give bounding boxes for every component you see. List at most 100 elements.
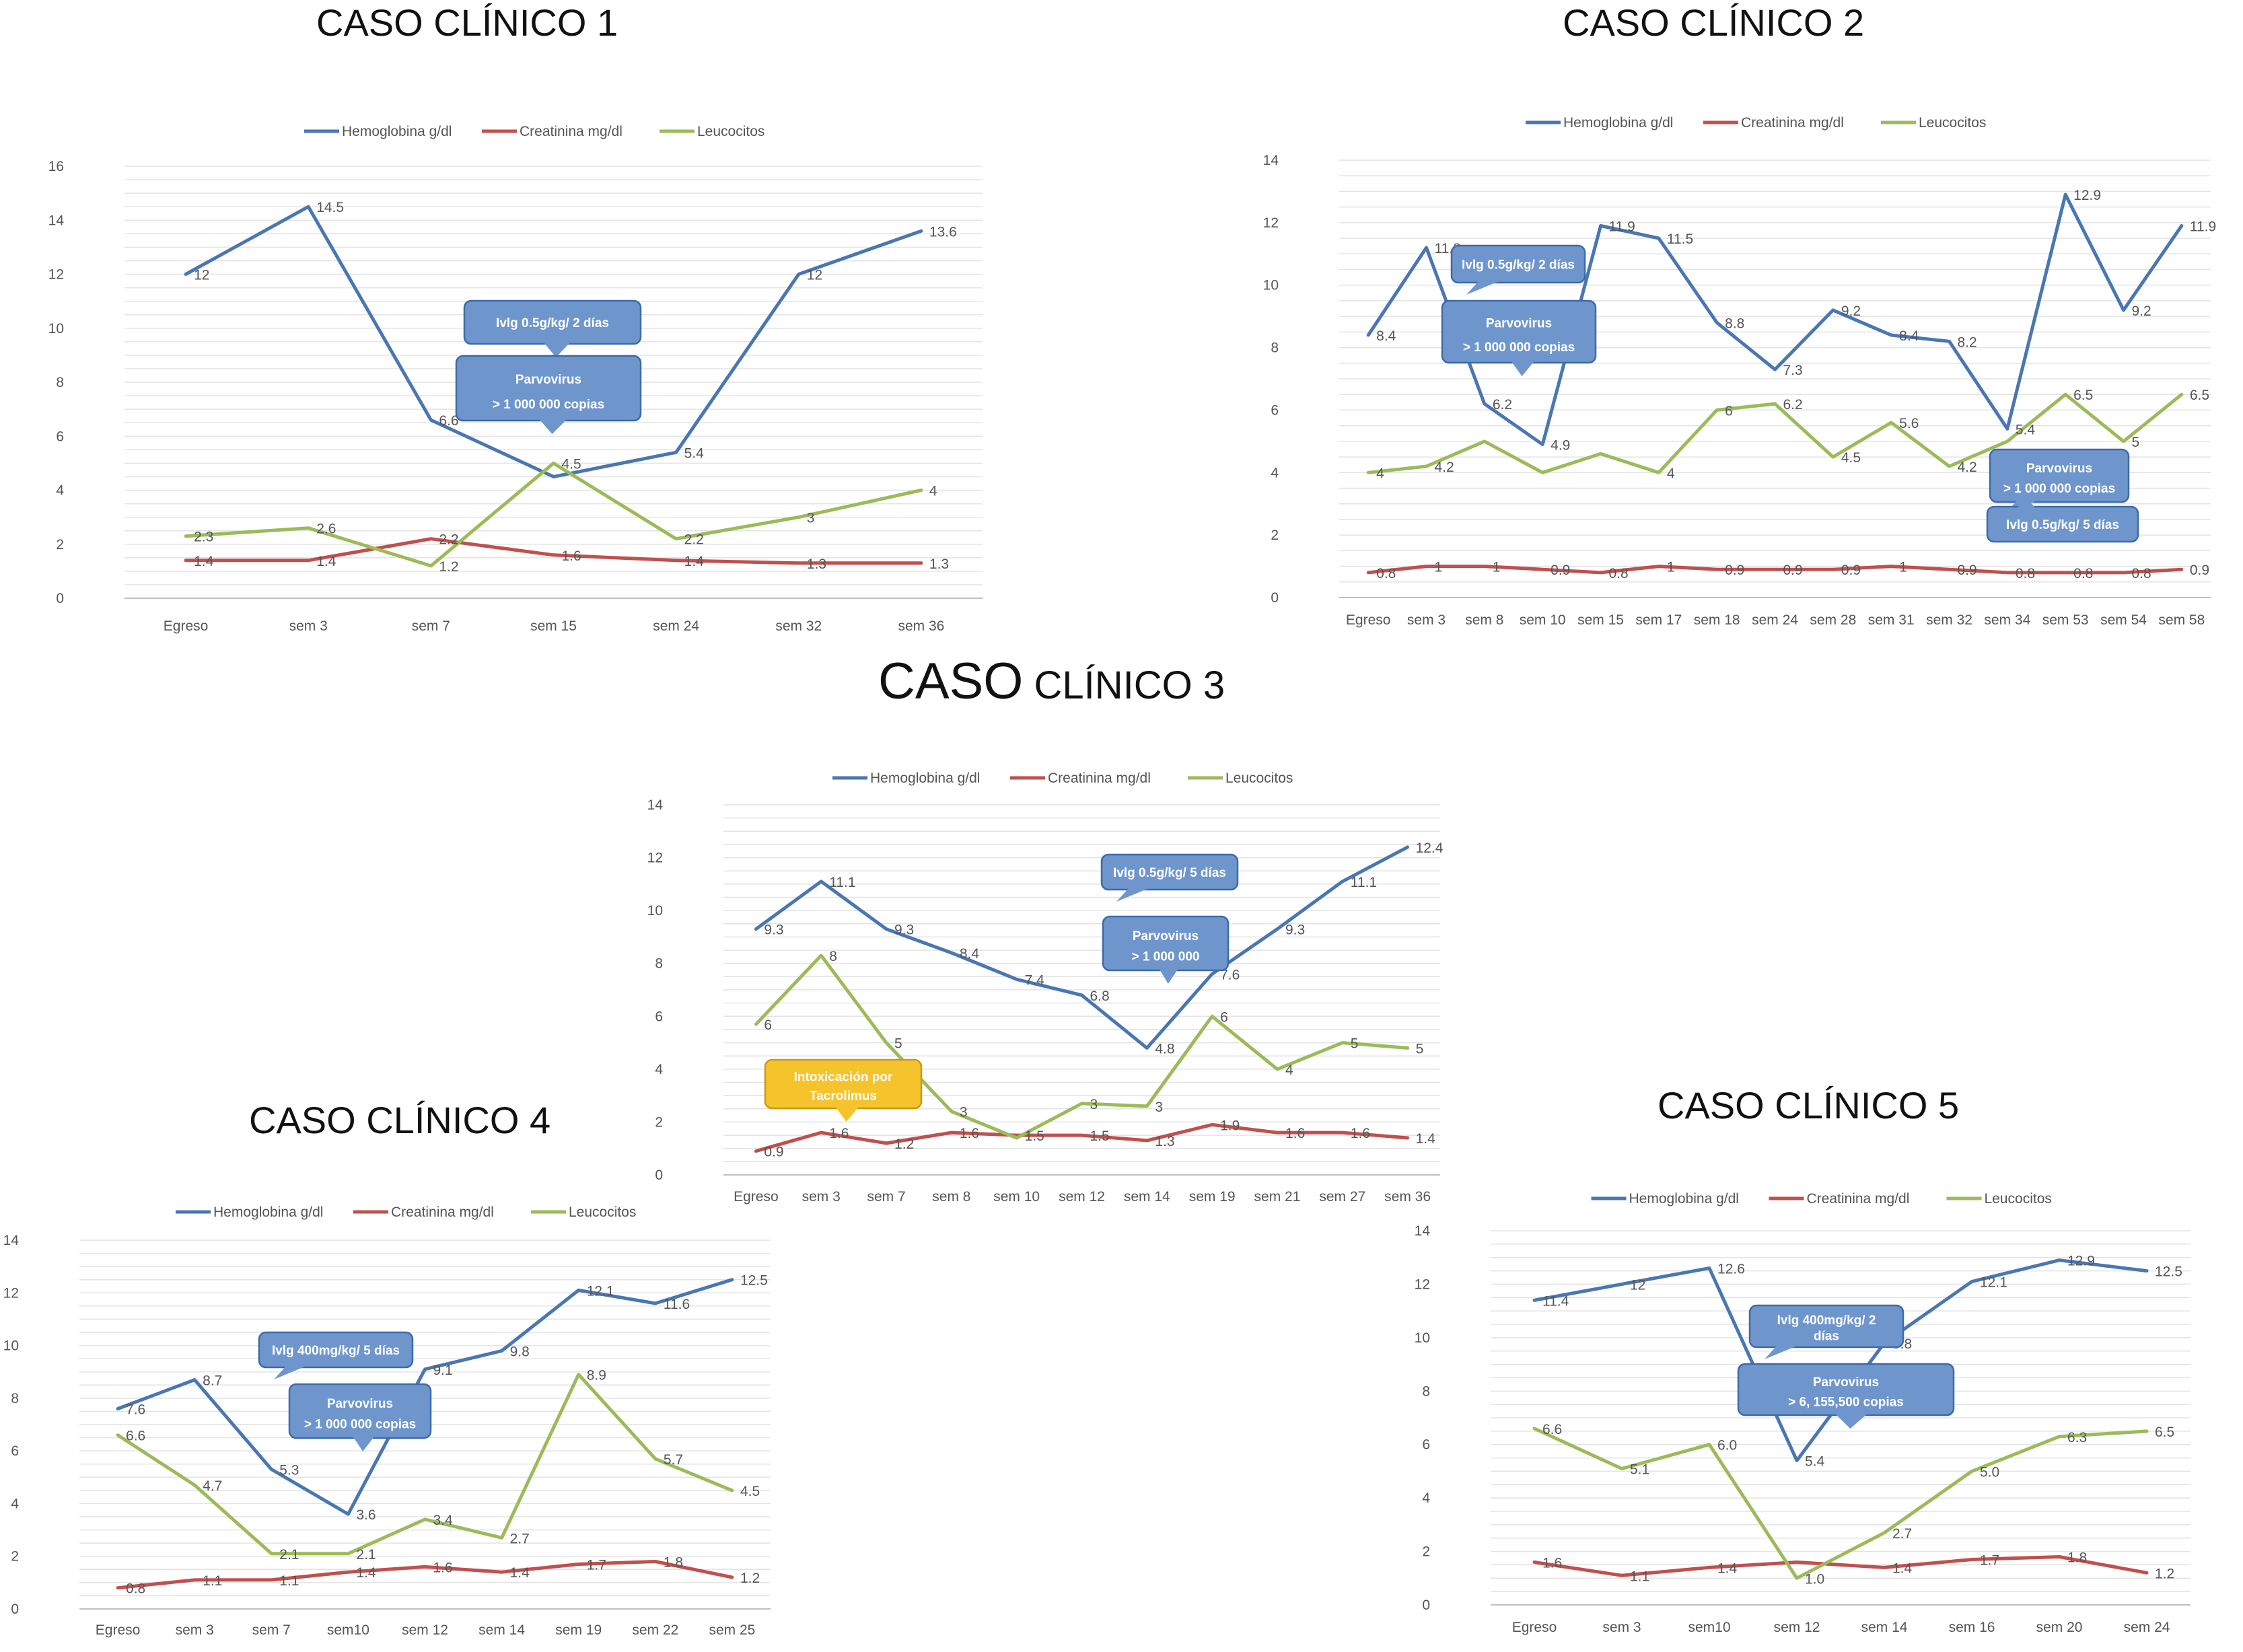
x-tick-label: sem 19 [555, 1622, 602, 1638]
data-label-leucocitos: 2.1 [279, 1547, 299, 1563]
annotation-text: Parvovirus [1813, 1375, 1879, 1390]
x-tick-label: sem10 [327, 1622, 369, 1638]
data-label-creatinina: 1.7 [587, 1557, 606, 1573]
data-label-creatinina: 0.8 [1609, 566, 1629, 581]
x-tick-label: sem 14 [1124, 1189, 1170, 1205]
data-label-hemoglobina: 6.8 [1090, 989, 1110, 1004]
data-label-hemoglobina: 7.6 [126, 1402, 145, 1418]
data-label-leucocitos: 5.0 [1980, 1464, 1999, 1480]
annotation-text: > 1 000 000 copias [304, 1418, 416, 1432]
data-label-leucocitos: 4.7 [203, 1478, 222, 1494]
y-tick-label: 8 [1271, 340, 1279, 356]
data-label-creatinina: 1.2 [2155, 1566, 2174, 1581]
annotation-text: días [1814, 1330, 1839, 1344]
x-tick-label: sem10 [1688, 1620, 1730, 1635]
data-label-creatinina: 1.6 [829, 1126, 849, 1141]
x-tick-label: sem 24 [1752, 612, 1798, 628]
legend-item-creatinina: Creatinina mg/dl [482, 124, 622, 139]
annotation-text: Parvovirus [2026, 462, 2092, 476]
data-label-creatinina: 1.3 [1155, 1134, 1174, 1149]
annotation-text: > 1 000 000 copias [493, 398, 604, 412]
data-label-leucocitos: 2.7 [510, 1531, 530, 1546]
data-label-hemoglobina: 3.6 [356, 1507, 376, 1523]
data-label-hemoglobina: 12.9 [2067, 1254, 2095, 1269]
x-tick-label: sem 22 [632, 1622, 678, 1638]
y-tick-label: 4 [1271, 465, 1279, 480]
x-tick-label: sem 7 [252, 1622, 291, 1638]
x-tick-label: sem 28 [1810, 612, 1856, 628]
legend-label: Hemoglobina g/dl [1563, 115, 1673, 131]
x-tick-label: sem 20 [2036, 1620, 2083, 1635]
x-tick-label: sem 17 [1635, 612, 1682, 628]
data-label-leucocitos: 6 [1220, 1009, 1228, 1025]
data-label-hemoglobina: 4.9 [1551, 438, 1570, 454]
annotation-text: Parvovirus [327, 1397, 393, 1411]
data-label-creatinina: 1.6 [960, 1126, 979, 1141]
x-tick-label: sem 36 [898, 618, 944, 634]
y-tick-label: 12 [48, 267, 64, 283]
data-label-creatinina: 1.4 [510, 1565, 530, 1581]
data-label-creatinina: 1.1 [1630, 1569, 1649, 1584]
x-tick-label: sem 16 [1949, 1620, 1995, 1635]
y-tick-label: 4 [11, 1496, 19, 1511]
data-label-creatinina: 0.9 [2190, 563, 2209, 578]
y-tick-label: 16 [48, 159, 64, 174]
y-tick-label: 0 [1422, 1597, 1430, 1613]
annotation-text: Ivlg 0.5g/kg/ 5 días [1113, 866, 1226, 880]
annotation-text: > 1 000 000 [1132, 950, 1200, 964]
data-label-creatinina: 0.9 [1841, 563, 1861, 578]
data-label-hemoglobina: 12 [807, 268, 822, 283]
data-label-hemoglobina: 9.3 [764, 923, 783, 938]
data-label-leucocitos: 2.3 [194, 530, 213, 545]
annotation-text: > 1 000 000 copias [2003, 482, 2115, 496]
data-label-hemoglobina: 11.4 [1542, 1293, 1569, 1309]
y-tick-label: 2 [1271, 528, 1279, 543]
annotation-text: Parvovirus [1133, 929, 1199, 943]
data-label-hemoglobina: 12.5 [740, 1273, 768, 1289]
annotation-text: > 6, 155,500 copias [1788, 1395, 1904, 1409]
data-label-leucocitos: 4 [1285, 1063, 1293, 1078]
data-label-leucocitos: 2.1 [356, 1547, 376, 1563]
legend-item-hemoglobina: Hemoglobina g/dl [1592, 1191, 1739, 1207]
data-label-creatinina: 1.4 [356, 1565, 376, 1581]
data-label-hemoglobina: 9.3 [1285, 923, 1305, 938]
y-tick-label: 6 [1271, 402, 1279, 418]
y-tick-label: 14 [1415, 1223, 1431, 1239]
data-label-leucocitos: 4 [929, 484, 937, 499]
case-3-title-rest: CLÍNICO 3 [1023, 663, 1225, 707]
legend-label: Hemoglobina g/dl [1629, 1191, 1739, 1207]
annotation-text: Ivlg 400mg/kg/ 5 días [272, 1344, 400, 1358]
y-tick-label: 0 [56, 591, 64, 606]
data-label-hemoglobina: 12.6 [1717, 1262, 1745, 1277]
data-label-leucocitos: 8.9 [587, 1368, 606, 1384]
x-tick-label: sem 24 [2124, 1620, 2170, 1635]
data-label-hemoglobina: 12.4 [1416, 840, 1444, 856]
legend-item-leucocitos: Leucocitos [1947, 1191, 2052, 1207]
annotation-callout: Parvovirus > 1 000 000 copias [1990, 450, 2129, 514]
data-label-leucocitos: 4.5 [740, 1484, 760, 1499]
data-label-hemoglobina: 12 [194, 268, 209, 283]
y-tick-label: 14 [647, 797, 664, 813]
data-label-hemoglobina: 11.6 [664, 1297, 690, 1312]
data-label-hemoglobina: 5.4 [684, 445, 705, 461]
y-tick-label: 6 [1422, 1437, 1430, 1453]
x-tick-label: sem 15 [1577, 612, 1624, 628]
y-tick-label: 8 [1422, 1384, 1430, 1399]
y-tick-label: 8 [56, 375, 64, 390]
data-label-leucocitos: 5.7 [664, 1452, 683, 1468]
data-label-creatinina: 1.6 [1285, 1126, 1305, 1141]
data-label-creatinina: 1.4 [316, 554, 336, 569]
y-tick-label: 8 [11, 1391, 19, 1406]
data-label-hemoglobina: 4.8 [1155, 1041, 1174, 1056]
data-label-creatinina: 1.1 [203, 1573, 222, 1589]
data-label-creatinina: 1.3 [929, 556, 949, 572]
annotation-callout: Ivlg 400mg/kg/ 5 días [259, 1332, 413, 1379]
data-label-hemoglobina: 8.4 [1376, 328, 1396, 344]
x-tick-label: sem 12 [1774, 1620, 1820, 1635]
data-label-creatinina: 1.2 [740, 1571, 760, 1586]
case-3-title-caso: CASO [878, 653, 1023, 710]
data-label-hemoglobina: 13.6 [929, 224, 957, 240]
data-label-creatinina: 1.9 [1220, 1118, 1240, 1133]
